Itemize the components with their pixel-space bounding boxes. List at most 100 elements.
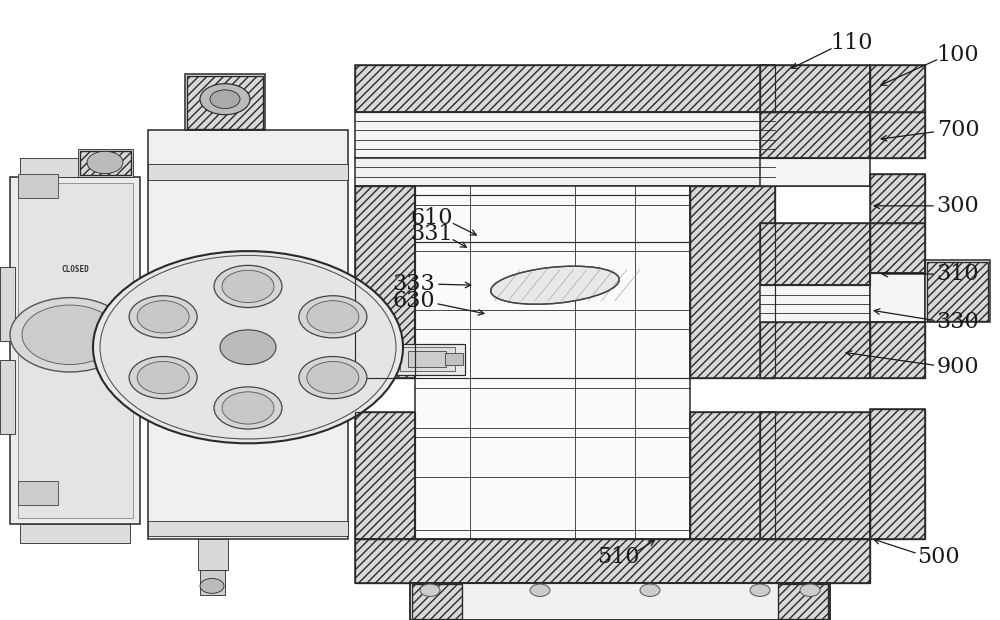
Circle shape — [222, 270, 274, 303]
Circle shape — [214, 265, 282, 308]
Circle shape — [10, 298, 130, 372]
Bar — [355, 112, 775, 158]
Circle shape — [307, 301, 359, 333]
Bar — [355, 65, 775, 112]
Text: 300: 300 — [937, 195, 979, 217]
Circle shape — [129, 296, 197, 338]
Circle shape — [640, 584, 660, 596]
Bar — [412, 584, 462, 619]
Circle shape — [200, 84, 250, 115]
Bar — [355, 65, 775, 112]
Bar — [355, 539, 870, 583]
Circle shape — [22, 305, 118, 365]
Bar — [187, 76, 263, 129]
Bar — [80, 151, 131, 175]
Bar — [400, 347, 455, 371]
Circle shape — [87, 151, 123, 174]
Bar — [80, 151, 131, 175]
Bar — [690, 186, 775, 378]
Bar — [870, 322, 925, 378]
Bar — [760, 223, 870, 285]
Bar — [18, 183, 133, 518]
Text: 510: 510 — [597, 546, 639, 568]
Bar — [690, 412, 775, 539]
Bar — [760, 65, 870, 112]
Bar — [760, 158, 870, 186]
Bar — [760, 112, 870, 158]
Bar — [690, 186, 775, 378]
Bar — [445, 353, 463, 365]
Bar — [690, 412, 775, 539]
Circle shape — [137, 361, 189, 394]
Text: 331: 331 — [411, 223, 453, 246]
Bar — [355, 65, 775, 112]
Bar — [148, 164, 348, 180]
Bar — [390, 344, 465, 375]
Bar — [927, 262, 988, 321]
Circle shape — [200, 578, 224, 593]
Text: 900: 900 — [937, 356, 979, 378]
Bar — [870, 174, 925, 223]
Bar — [760, 223, 870, 285]
Bar — [412, 584, 462, 619]
Circle shape — [214, 387, 282, 429]
Bar — [778, 584, 828, 619]
Bar — [870, 174, 925, 223]
Bar — [870, 223, 925, 273]
Bar — [690, 186, 775, 378]
Bar — [345, 313, 365, 381]
Circle shape — [420, 584, 440, 596]
Circle shape — [800, 584, 820, 596]
Bar — [10, 177, 140, 524]
Bar — [870, 409, 925, 539]
Bar — [355, 539, 870, 583]
Circle shape — [210, 90, 240, 108]
Text: CLOSED: CLOSED — [61, 265, 89, 274]
Bar — [198, 539, 228, 570]
Bar — [760, 223, 870, 285]
Bar — [870, 112, 925, 158]
Bar — [410, 583, 830, 620]
Bar — [870, 65, 925, 112]
Bar — [760, 322, 870, 378]
Bar — [925, 260, 990, 322]
Bar — [760, 65, 870, 112]
Text: 700: 700 — [937, 119, 979, 141]
Circle shape — [307, 361, 359, 394]
Bar — [355, 412, 415, 539]
Circle shape — [137, 301, 189, 333]
Bar — [18, 480, 58, 505]
Bar — [187, 76, 263, 129]
Ellipse shape — [491, 266, 619, 304]
Bar — [148, 130, 348, 539]
Bar — [870, 409, 925, 539]
Bar — [870, 112, 925, 158]
Bar — [78, 149, 133, 177]
Bar — [0, 267, 15, 341]
Bar — [778, 584, 828, 619]
Text: 333: 333 — [393, 273, 435, 295]
Circle shape — [220, 330, 276, 365]
Bar — [20, 158, 130, 177]
Circle shape — [750, 584, 770, 596]
Bar — [355, 539, 870, 583]
Circle shape — [93, 251, 403, 443]
Bar — [690, 412, 775, 539]
Bar — [18, 174, 58, 198]
Bar — [870, 322, 925, 378]
Circle shape — [222, 392, 274, 424]
Text: 610: 610 — [411, 207, 453, 229]
Circle shape — [100, 255, 396, 439]
Bar — [870, 112, 925, 158]
Bar — [760, 412, 870, 539]
Text: 330: 330 — [937, 311, 979, 334]
Bar — [870, 273, 925, 322]
Bar — [870, 65, 925, 112]
Circle shape — [299, 296, 367, 338]
Circle shape — [299, 356, 367, 399]
Bar — [870, 223, 925, 273]
Bar — [355, 186, 415, 378]
Text: 110: 110 — [831, 32, 873, 55]
Bar — [355, 158, 775, 186]
Bar — [760, 112, 870, 158]
